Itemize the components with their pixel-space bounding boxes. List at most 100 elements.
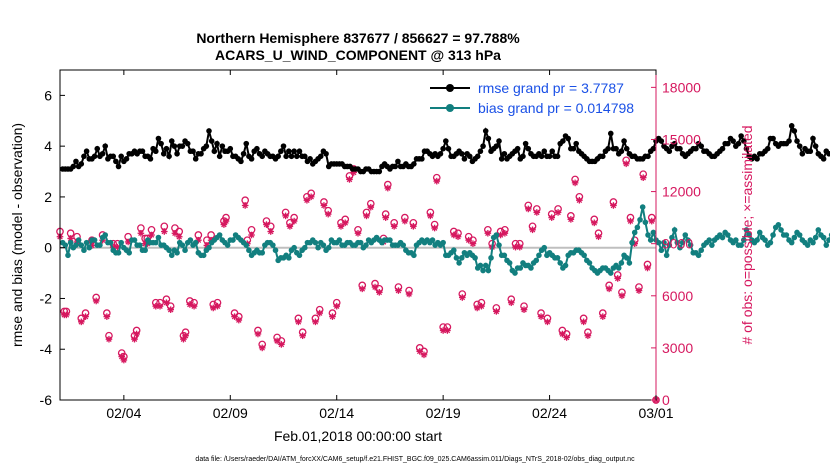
rmse-point [485,135,492,142]
bias-point [142,247,148,254]
bias-point [733,237,739,243]
bias-point [706,237,713,243]
rmse-point [730,138,736,144]
bias-point [669,234,675,241]
y-left-tick-label: 2 [44,189,52,205]
bias-point [179,242,186,248]
obs-assimilated-point [324,210,332,218]
data-file-footnote: data file: /Users/raeder/DAI/ATM_forcXX/… [195,456,635,463]
obs-assimilated-point [622,160,630,168]
bias-point [581,252,587,259]
obs-assimilated-point [401,217,409,225]
obs-assimilated-point [390,223,398,230]
bias-point [607,270,614,276]
rmse-point [192,156,199,162]
rmse-point [81,153,87,160]
bias-point [363,242,369,248]
bias-point [272,247,279,254]
rmse-point [166,153,172,160]
x-axis: 02/04 02/09 02/14 02/19 02/24 03/01 [106,70,674,421]
bias-point [81,247,87,254]
bias-point [482,262,489,269]
obs-assimilated-point [235,316,243,324]
bias-point [663,252,670,259]
rmse-point [794,138,800,144]
bias-point [83,239,90,246]
bias-point [75,237,82,243]
bias-point [655,239,662,246]
y-right-tick-label: 0 [662,392,670,408]
bias-point [536,252,542,259]
rmse-point [437,150,444,157]
obs-assimilated-point [222,217,230,225]
bias-point [493,232,500,238]
rmse-point [480,143,486,149]
y-left-axis: -6 -4 -2 0 2 4 6 [40,87,65,408]
rmse-point [546,153,553,160]
bias-point [168,252,175,259]
rmse-point [278,148,284,155]
bias-point [429,237,436,243]
rmse-point [206,128,212,134]
rmse-point [118,153,124,160]
rmse-point [738,133,744,139]
obs-assimilated-point [63,311,70,319]
obs-assimilated-point [329,313,336,320]
bias-point [677,244,683,251]
bias-point [453,255,460,261]
rmse-point [677,145,683,152]
bias-point [501,252,508,259]
obs-assimilated-point [316,309,323,317]
rmse-point [291,148,297,155]
bias-point [477,262,484,269]
obs-assimilated-point [363,212,370,220]
rmse-point [227,145,234,152]
bias-point [192,239,199,246]
bias-point [815,227,822,233]
rmse-point [283,153,289,160]
obs-assimilated-point [605,285,613,293]
rmse-series [59,122,830,175]
rmse-point [147,156,154,162]
obs-assimilated-point [156,302,164,310]
rmse-point [788,123,795,129]
bias-point [200,252,207,259]
rmse-point [725,140,731,147]
rmse-point [179,143,186,149]
bias-point [67,239,74,246]
bias-point [826,237,830,243]
rmse-point [243,140,250,147]
rmse-point [214,140,220,147]
rmse-point [799,150,806,157]
obs-assimilated-point [639,174,647,181]
bias-point [301,244,308,251]
obs-assimilated-point [469,240,477,247]
obs-assimilated-point [346,176,353,183]
obs-assimilated-point [524,205,532,213]
rmse-point [666,148,673,155]
rmse-point [498,156,505,162]
y-left-tick-label: 4 [44,138,52,154]
bias-point [775,222,782,228]
obs-assimilated-point [161,228,168,235]
bias-point [725,232,731,238]
obs-assimilated-point [290,217,298,225]
chart-title-line1: Northern Hemisphere 837677 / 856627 = 97… [196,30,520,46]
obs-assimilated-point [375,289,383,296]
chart-title-line2: ACARS_U_WIND_COMPONENT @ 313 hPa [215,47,501,63]
x-tick-label: 02/19 [426,405,461,421]
obs-assimilated-point [529,226,536,234]
rmse-point [259,153,266,160]
y-right-tick-label: 12000 [662,184,701,200]
bias-point [259,249,266,256]
bias-point [107,239,114,246]
rmse-point [294,153,300,160]
obs-assimilated-point [584,332,592,340]
obs-assimilated-point [214,302,221,310]
legend-rmse-marker [446,84,454,92]
obs-assimilated-point [148,231,155,239]
rmse-point [458,150,465,157]
rmse-point [238,158,244,165]
bias-point [115,249,122,256]
obs-assimilated-point [295,318,302,326]
